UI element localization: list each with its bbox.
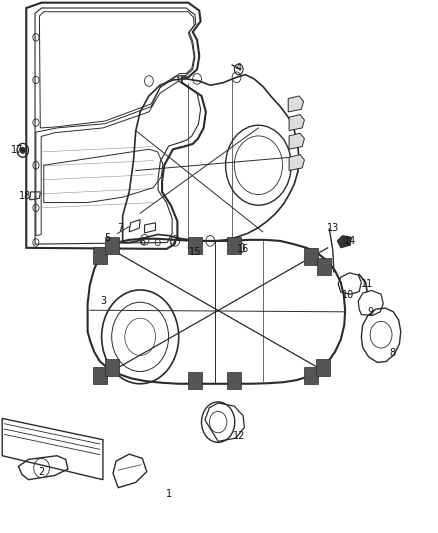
Text: 4: 4	[236, 63, 242, 73]
Text: 2: 2	[39, 467, 45, 477]
Text: 18: 18	[19, 191, 32, 200]
FancyBboxPatch shape	[227, 372, 241, 389]
Text: 1: 1	[166, 489, 172, 499]
FancyBboxPatch shape	[93, 247, 107, 264]
FancyBboxPatch shape	[188, 372, 202, 389]
FancyBboxPatch shape	[105, 359, 119, 376]
Text: 10: 10	[342, 290, 354, 300]
FancyBboxPatch shape	[316, 359, 330, 376]
Text: 15: 15	[189, 247, 201, 256]
Text: 12: 12	[233, 431, 245, 441]
FancyBboxPatch shape	[93, 367, 107, 384]
FancyBboxPatch shape	[304, 248, 318, 265]
Polygon shape	[289, 155, 304, 171]
Text: 8: 8	[389, 348, 395, 358]
Text: 7: 7	[117, 223, 124, 232]
Text: 16: 16	[237, 244, 249, 254]
Text: 11: 11	[361, 279, 373, 288]
Polygon shape	[288, 96, 304, 112]
Text: 9: 9	[367, 307, 373, 317]
Text: 3: 3	[100, 296, 106, 306]
Polygon shape	[289, 133, 304, 149]
FancyBboxPatch shape	[105, 237, 119, 254]
FancyBboxPatch shape	[227, 237, 241, 254]
FancyBboxPatch shape	[188, 237, 202, 254]
Polygon shape	[337, 236, 351, 248]
Text: 6: 6	[139, 237, 145, 247]
Text: 5: 5	[104, 233, 110, 243]
Circle shape	[20, 147, 25, 154]
Text: 13: 13	[327, 223, 339, 232]
Text: 17: 17	[11, 146, 23, 155]
FancyBboxPatch shape	[304, 367, 318, 384]
Polygon shape	[289, 115, 304, 131]
Text: 14: 14	[344, 236, 357, 246]
FancyBboxPatch shape	[317, 258, 331, 275]
